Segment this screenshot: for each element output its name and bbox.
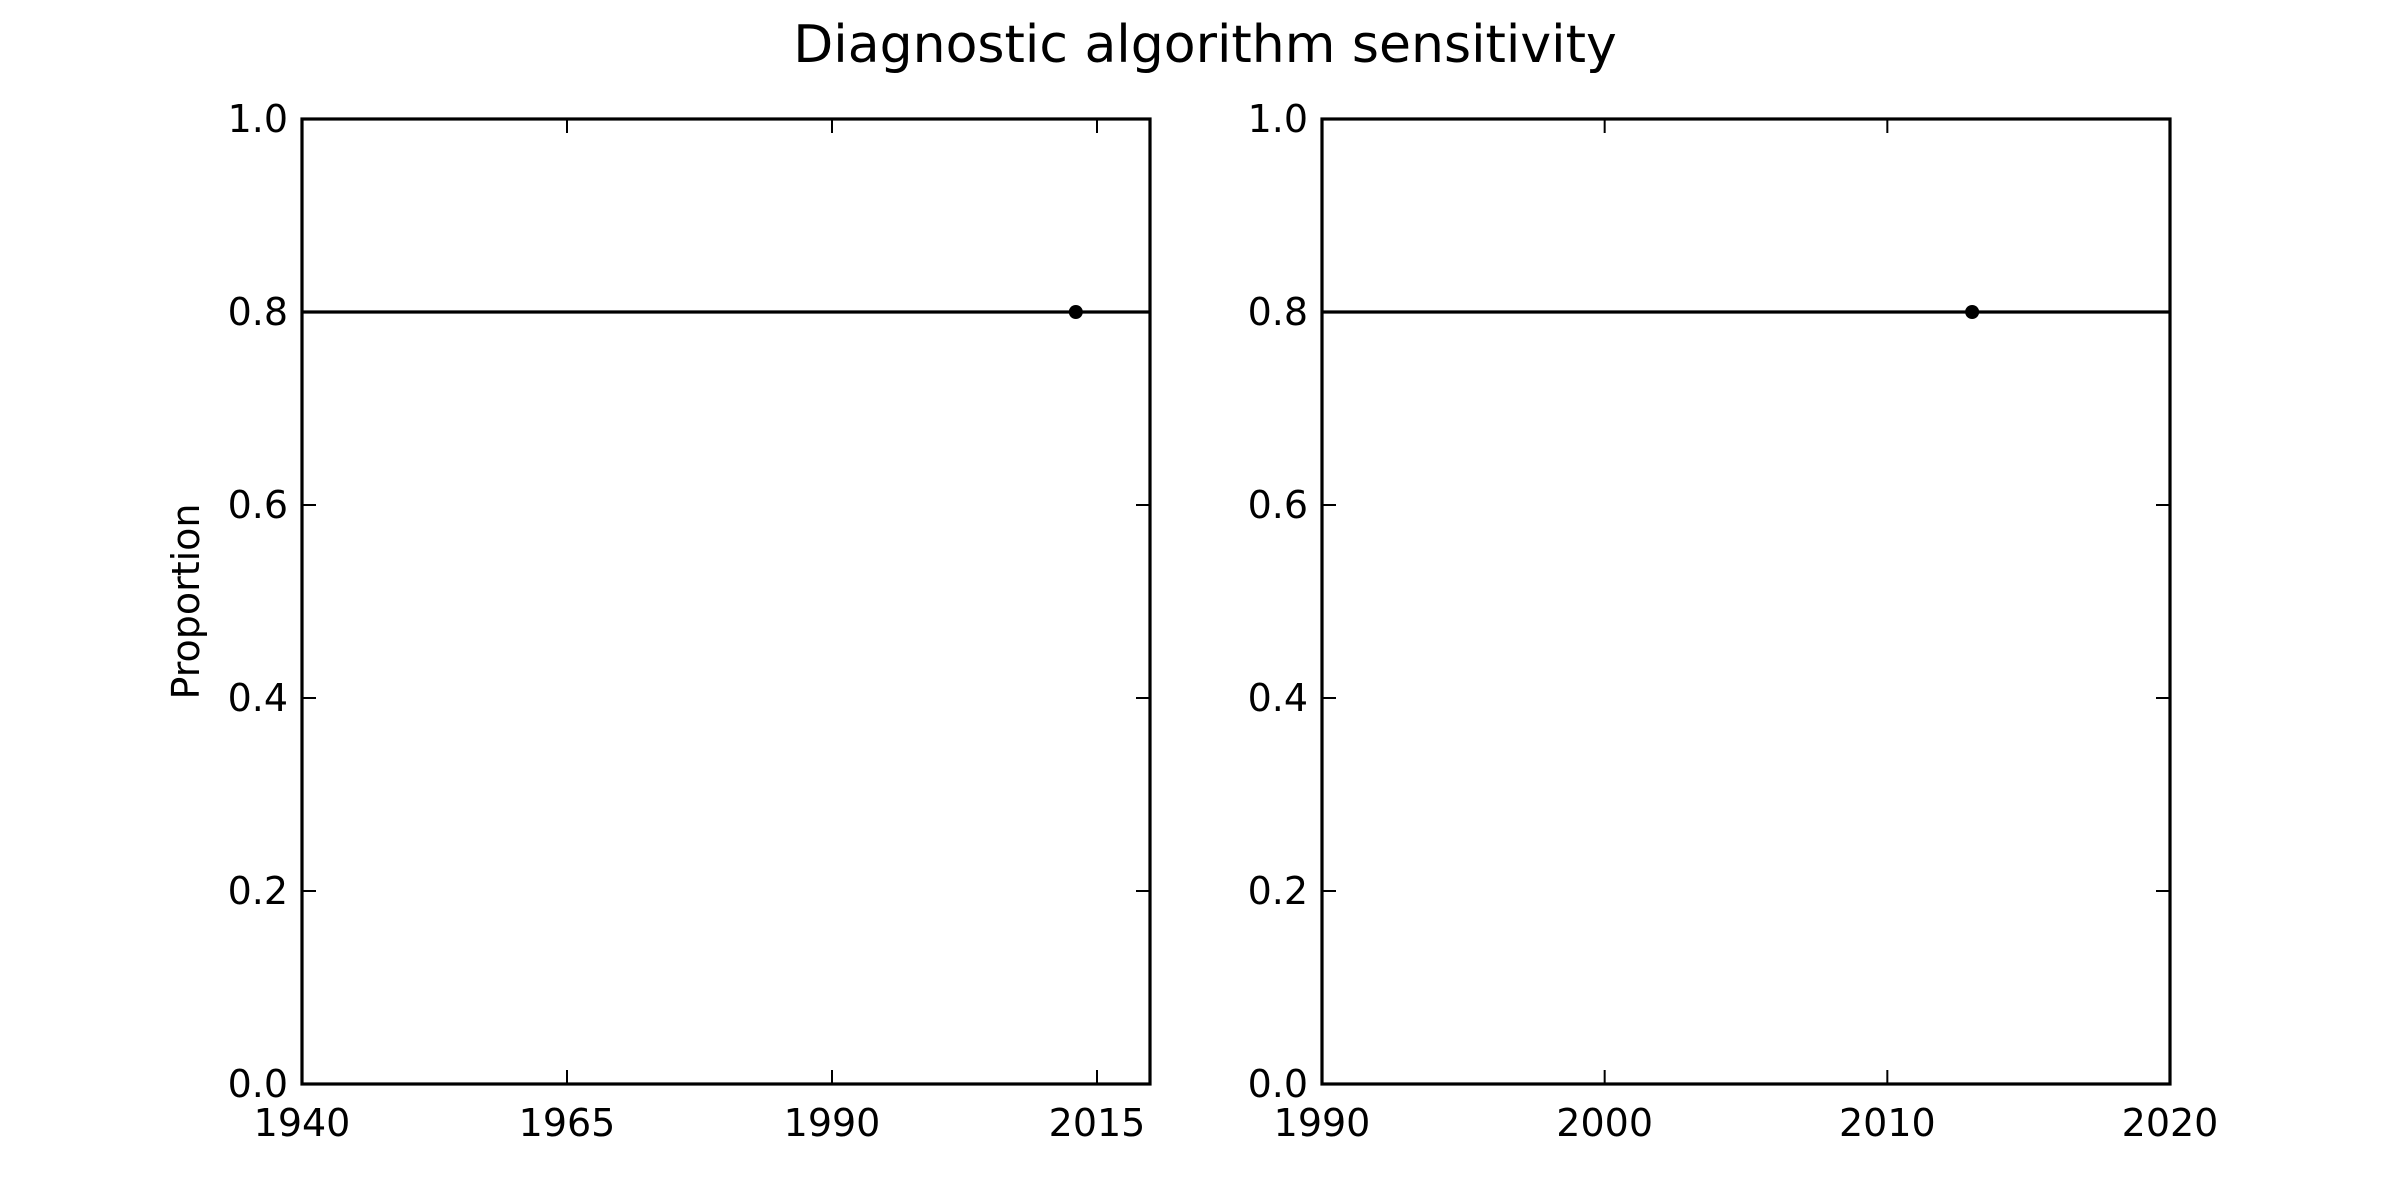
- y-tick-label: 0.4: [228, 676, 288, 720]
- y-axis-label: Proportion: [164, 503, 208, 699]
- y-tick-label: 0.6: [228, 483, 288, 527]
- x-tick-label: 2000: [1556, 1101, 1653, 1145]
- y-tick-label: 0.8: [228, 290, 288, 334]
- figure-title: Diagnostic algorithm sensitivity: [793, 15, 1616, 75]
- y-tick-label: 0.4: [1248, 676, 1308, 720]
- left-subplot: 0.0 0.2 0.4 0.6 0.8 1.0 1940 1965 1990 2015 Propor…: [164, 97, 1152, 1145]
- y-tick-label: 0.0: [1248, 1062, 1308, 1106]
- x-tick-label: 2015: [1049, 1101, 1146, 1145]
- y-tick-label: 0.2: [228, 869, 288, 913]
- y-tick-label: 0.8: [1248, 290, 1308, 334]
- data-point: [1068, 305, 1083, 319]
- y-tick-label: 0.2: [1248, 869, 1308, 913]
- x-tick-label: 1940: [254, 1101, 351, 1145]
- right-subplot: 0.0 0.2 0.4 0.6 0.8 1.0 1990 2000 2010 2020: [1248, 97, 2219, 1145]
- y-tick-label: 1.0: [228, 97, 288, 141]
- x-tick-label: 2010: [1839, 1101, 1936, 1145]
- x-tick-label: 1990: [1274, 1101, 1371, 1145]
- y-tick-label: 1.0: [1248, 97, 1308, 141]
- axes-frame: [300, 117, 1152, 1086]
- x-tick-label: 1965: [519, 1101, 616, 1145]
- y-tick-label: 0.0: [228, 1062, 288, 1106]
- data-point: [1965, 305, 1980, 319]
- axes-frame: [1320, 117, 2172, 1086]
- x-tick-label: 2020: [2122, 1101, 2219, 1145]
- y-tick-label: 0.6: [1248, 483, 1308, 527]
- x-tick-label: 1990: [784, 1101, 881, 1145]
